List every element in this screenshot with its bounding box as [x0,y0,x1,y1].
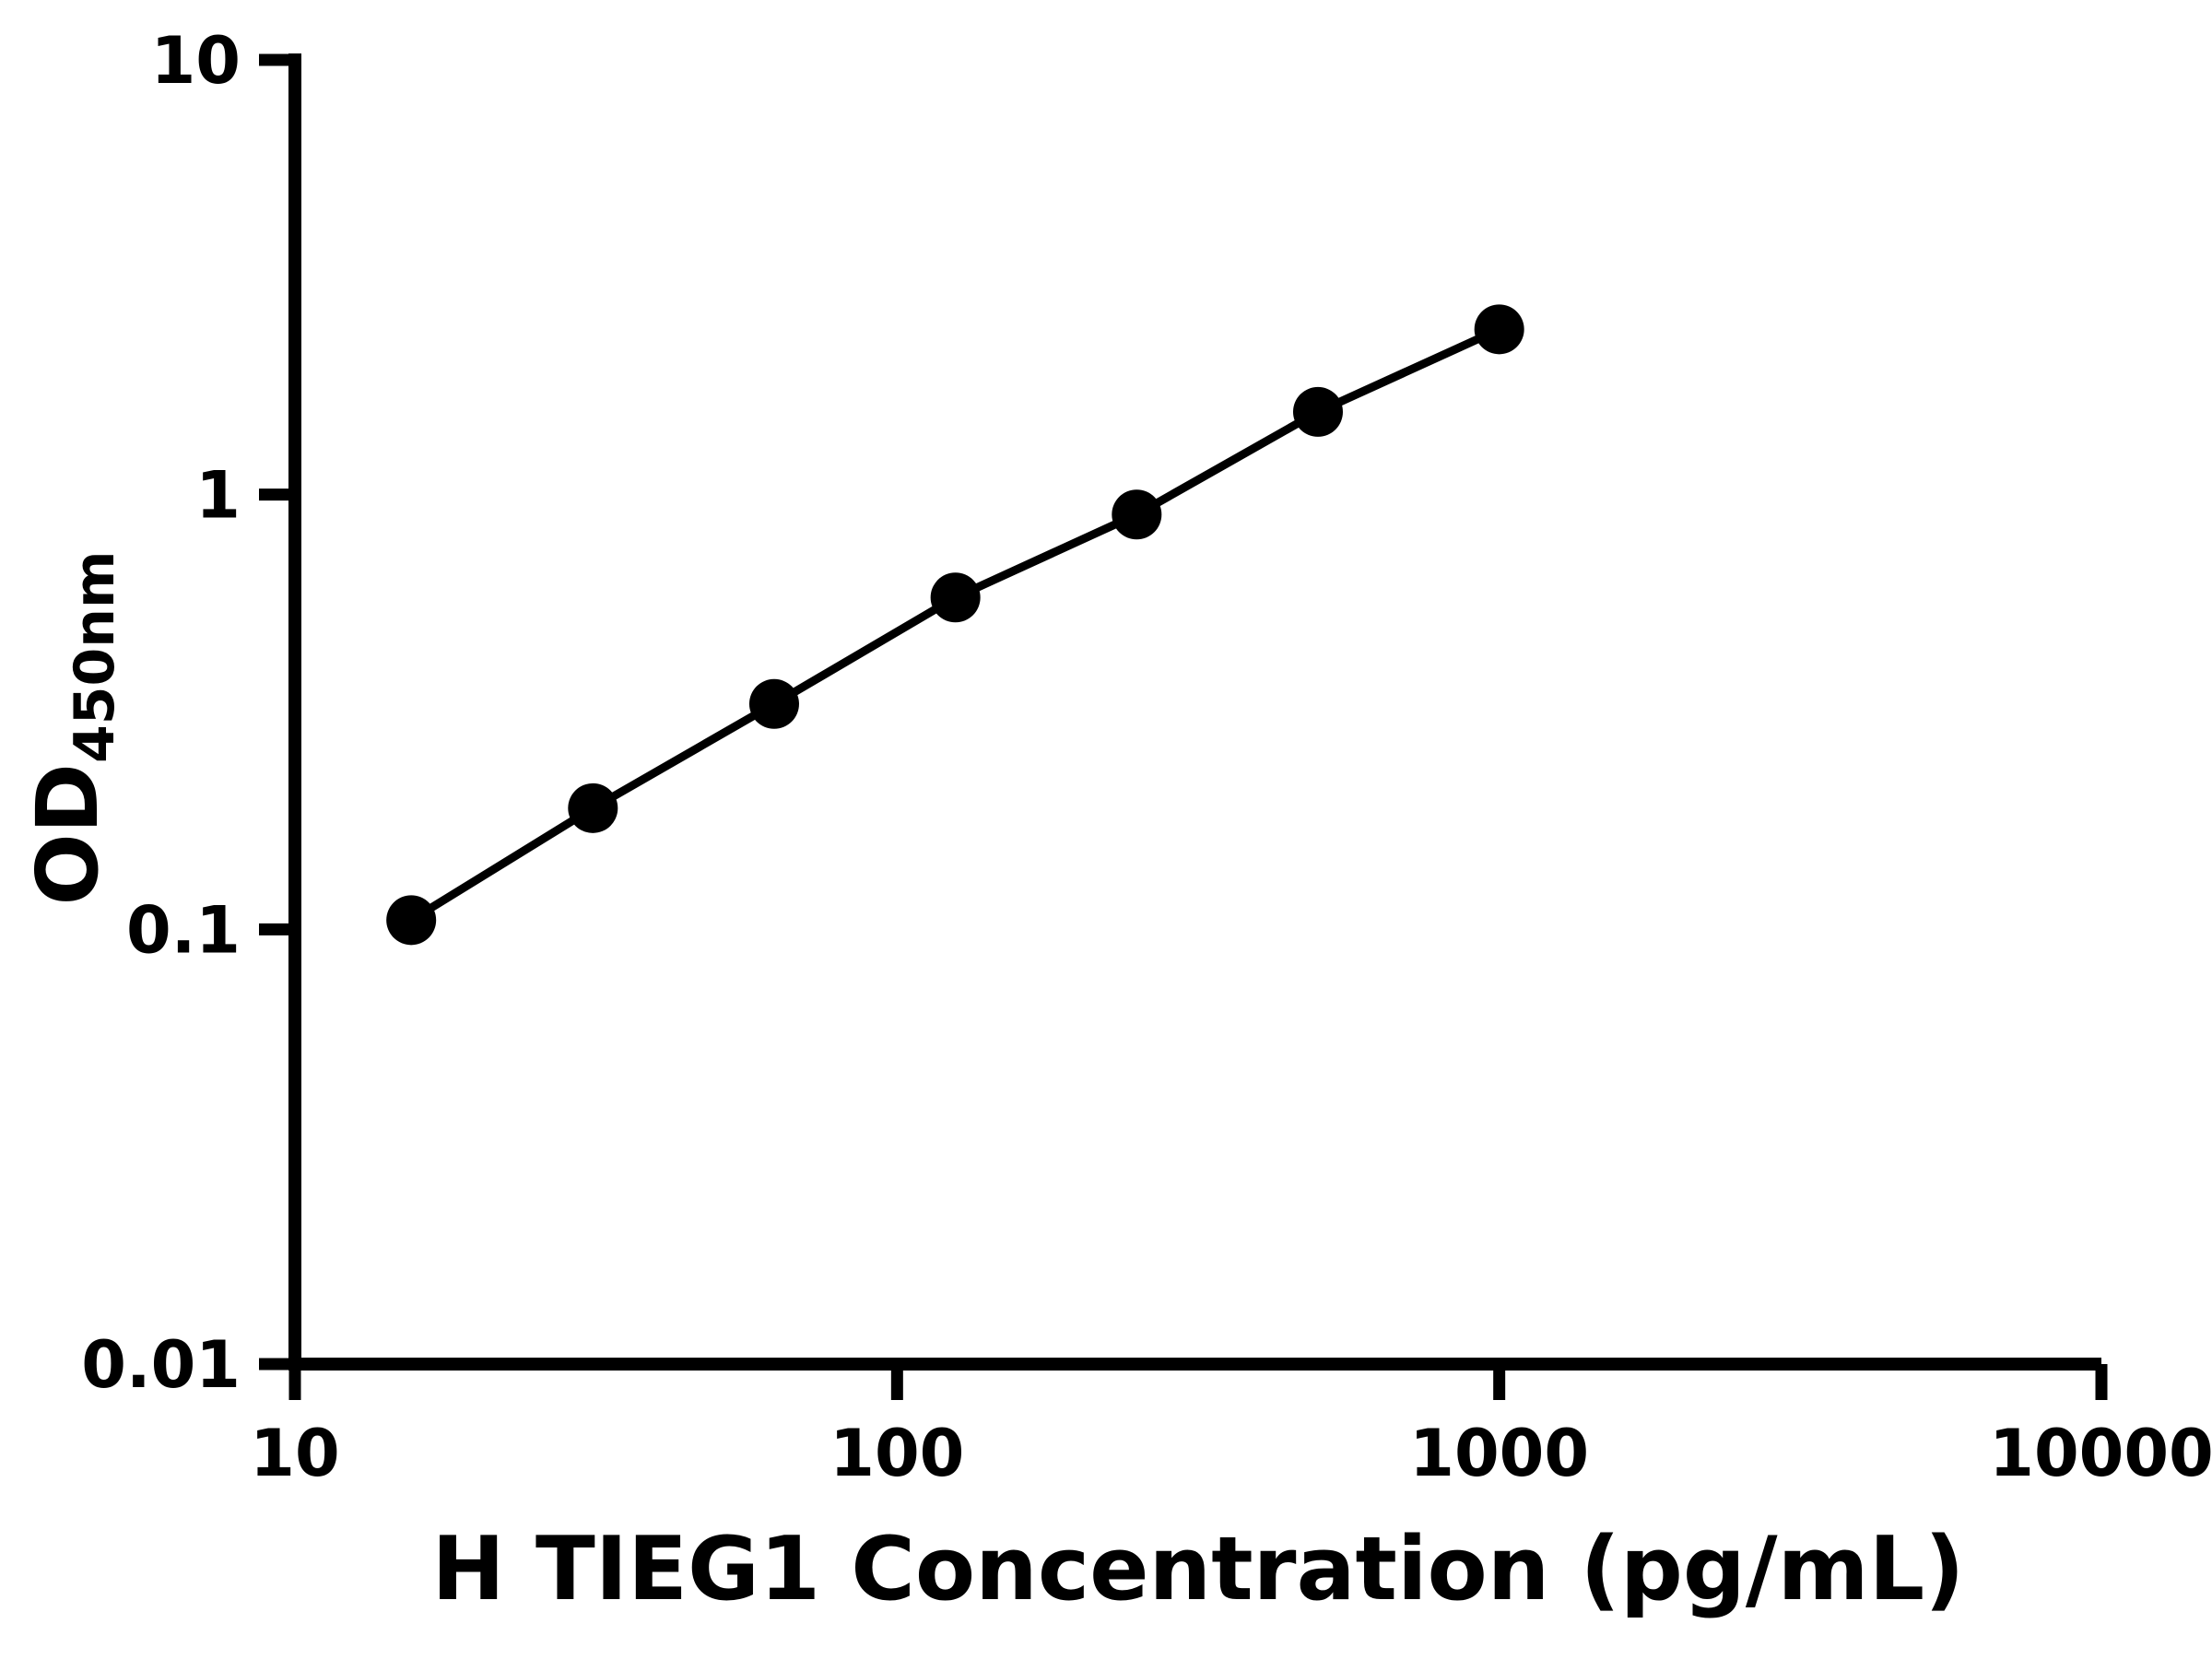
x-tick-label: 10000 [1989,1416,2212,1491]
data-point-marker [1292,386,1343,437]
y-tick-label: 0.01 [81,1327,241,1403]
y-axis-title-subscript: 450nm [63,550,127,762]
data-point-marker [930,572,981,623]
y-axis-title-main: OD [18,763,117,906]
y-tick-label: 0.1 [126,892,241,968]
y-tick-label: 1 [195,458,241,534]
y-axis-title: OD450nm [18,550,127,905]
y-axis-ticks [259,53,295,1371]
x-tick-label: 10 [250,1416,339,1491]
data-point-marker [1112,489,1162,540]
data-points [386,304,1524,946]
y-tick-label: 10 [151,23,241,99]
x-axis-title: H TIEG1 Concentration (pg/mL) [431,1519,1964,1620]
data-point-marker [568,782,618,833]
axes [288,53,2101,1371]
data-point-marker [1474,304,1524,355]
x-axis-tick-labels: 10 100 1000 10000 [250,1416,2212,1491]
x-tick-label: 100 [830,1416,964,1491]
data-point-marker [386,895,437,946]
x-tick-label: 1000 [1409,1416,1589,1491]
data-point-marker [748,678,799,729]
y-axis-tick-labels: 0.01 0.1 1 10 [81,23,241,1403]
